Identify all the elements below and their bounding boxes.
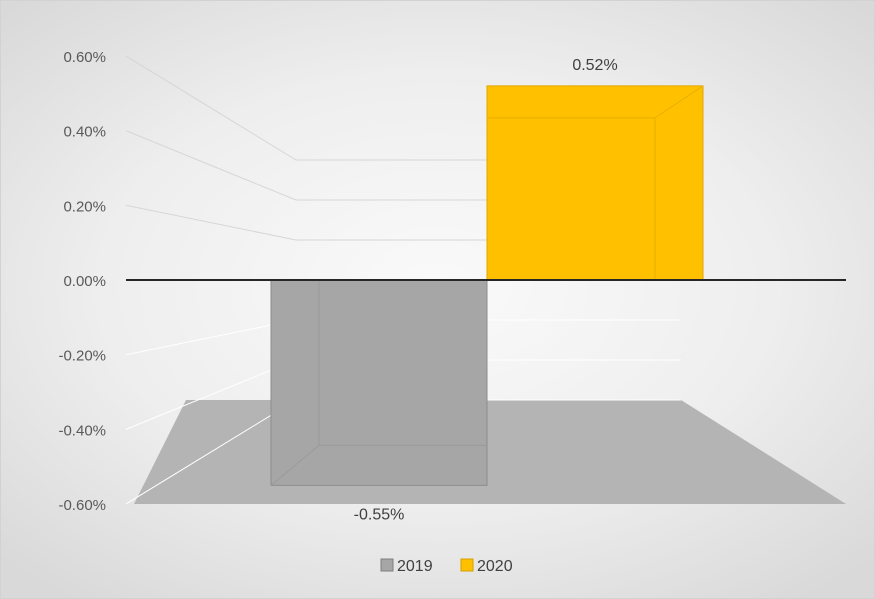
y-tick-label: -0.20%	[58, 348, 106, 365]
y-tick-label: 0.00%	[63, 273, 106, 290]
bar-edge-2020	[487, 117, 656, 280]
data-label-2019: -0.55%	[354, 506, 405, 523]
bar-edge-2019	[270, 444, 320, 486]
chart-floor-layer	[134, 400, 846, 504]
legend-label-2020: 2020	[477, 558, 513, 575]
bars	[270, 85, 704, 486]
legend-swatch-2020	[460, 558, 474, 572]
y-axis-ticks: 0.60% 0.40% 0.20% 0.00% -0.20% -0.40% -0.60%	[58, 49, 106, 514]
chart-floor	[134, 400, 846, 504]
bar-edge-2019	[318, 280, 487, 446]
legend-swatch-2019	[380, 558, 394, 572]
y-tick-label: 0.60%	[63, 49, 106, 66]
y-tick-label: -0.60%	[58, 497, 106, 514]
legend-label-2019: 2019	[397, 558, 433, 575]
bar-2019	[270, 279, 488, 486]
bar-2020	[486, 85, 704, 281]
y-tick-label: 0.20%	[63, 198, 106, 215]
legend: 2019 2020	[380, 558, 513, 575]
y-tick-label: 0.40%	[63, 124, 106, 141]
data-label-2020: 0.52%	[572, 57, 617, 74]
y-tick-label: -0.40%	[58, 422, 106, 439]
bar-edge-2020	[654, 85, 704, 119]
data-labels: -0.55% 0.52%	[354, 57, 618, 523]
